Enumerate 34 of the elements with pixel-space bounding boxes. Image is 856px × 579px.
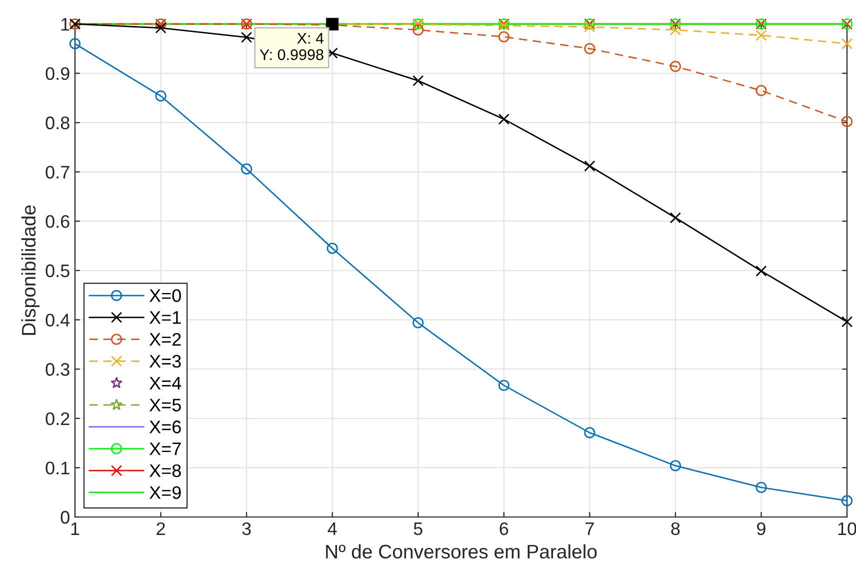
- legend-label: X=9: [149, 486, 181, 499]
- x-axis-title: Nº de Conversores em Paralelo: [326, 544, 597, 559]
- legend-label: X=8: [149, 464, 181, 478]
- x-tick-label: 7: [586, 522, 594, 535]
- x-tick-label: 6: [500, 522, 508, 536]
- x-tick-label: 8: [671, 522, 680, 536]
- y-tick-label: 0.9: [46, 67, 70, 80]
- y-tick-label: 1: [61, 18, 70, 31]
- y-tick-label: 0.7: [46, 166, 70, 179]
- legend-label: X=1: [149, 311, 181, 324]
- y-tick-label: 0.8: [46, 116, 70, 130]
- y-tick-label: 0.2: [46, 412, 70, 426]
- x-tick-label: 4: [328, 522, 337, 535]
- legend-label: X=0: [149, 289, 181, 302]
- y-tick-label: 0.3: [46, 363, 70, 376]
- x-tick-label: 10: [838, 522, 856, 536]
- x-tick-label: 5: [414, 522, 422, 536]
- x-tick-label: 1: [71, 522, 80, 535]
- x-tick-label: 2: [156, 522, 165, 535]
- legend-label: X=2: [149, 332, 181, 346]
- legend-label: X=7: [149, 442, 181, 456]
- y-tick-label: 0.4: [46, 314, 70, 327]
- y-tick-label: 0.5: [46, 264, 70, 278]
- y-tick-label: 0: [60, 510, 70, 524]
- legend-label: X=3: [149, 354, 181, 368]
- legend-label: X=4: [149, 376, 182, 390]
- y-tick-label: 0.1: [46, 462, 70, 474]
- legend-label: X=5: [149, 398, 181, 412]
- x-tick-label: 9: [757, 522, 766, 536]
- y-axis-title: Disponibilidade: [21, 205, 40, 335]
- annotation: X: 4 Y: 0.9998: [260, 32, 324, 60]
- x-tick-label: 3: [242, 522, 251, 536]
- y-tick-label: 0.6: [46, 215, 70, 228]
- legend-label: X=6: [149, 420, 181, 434]
